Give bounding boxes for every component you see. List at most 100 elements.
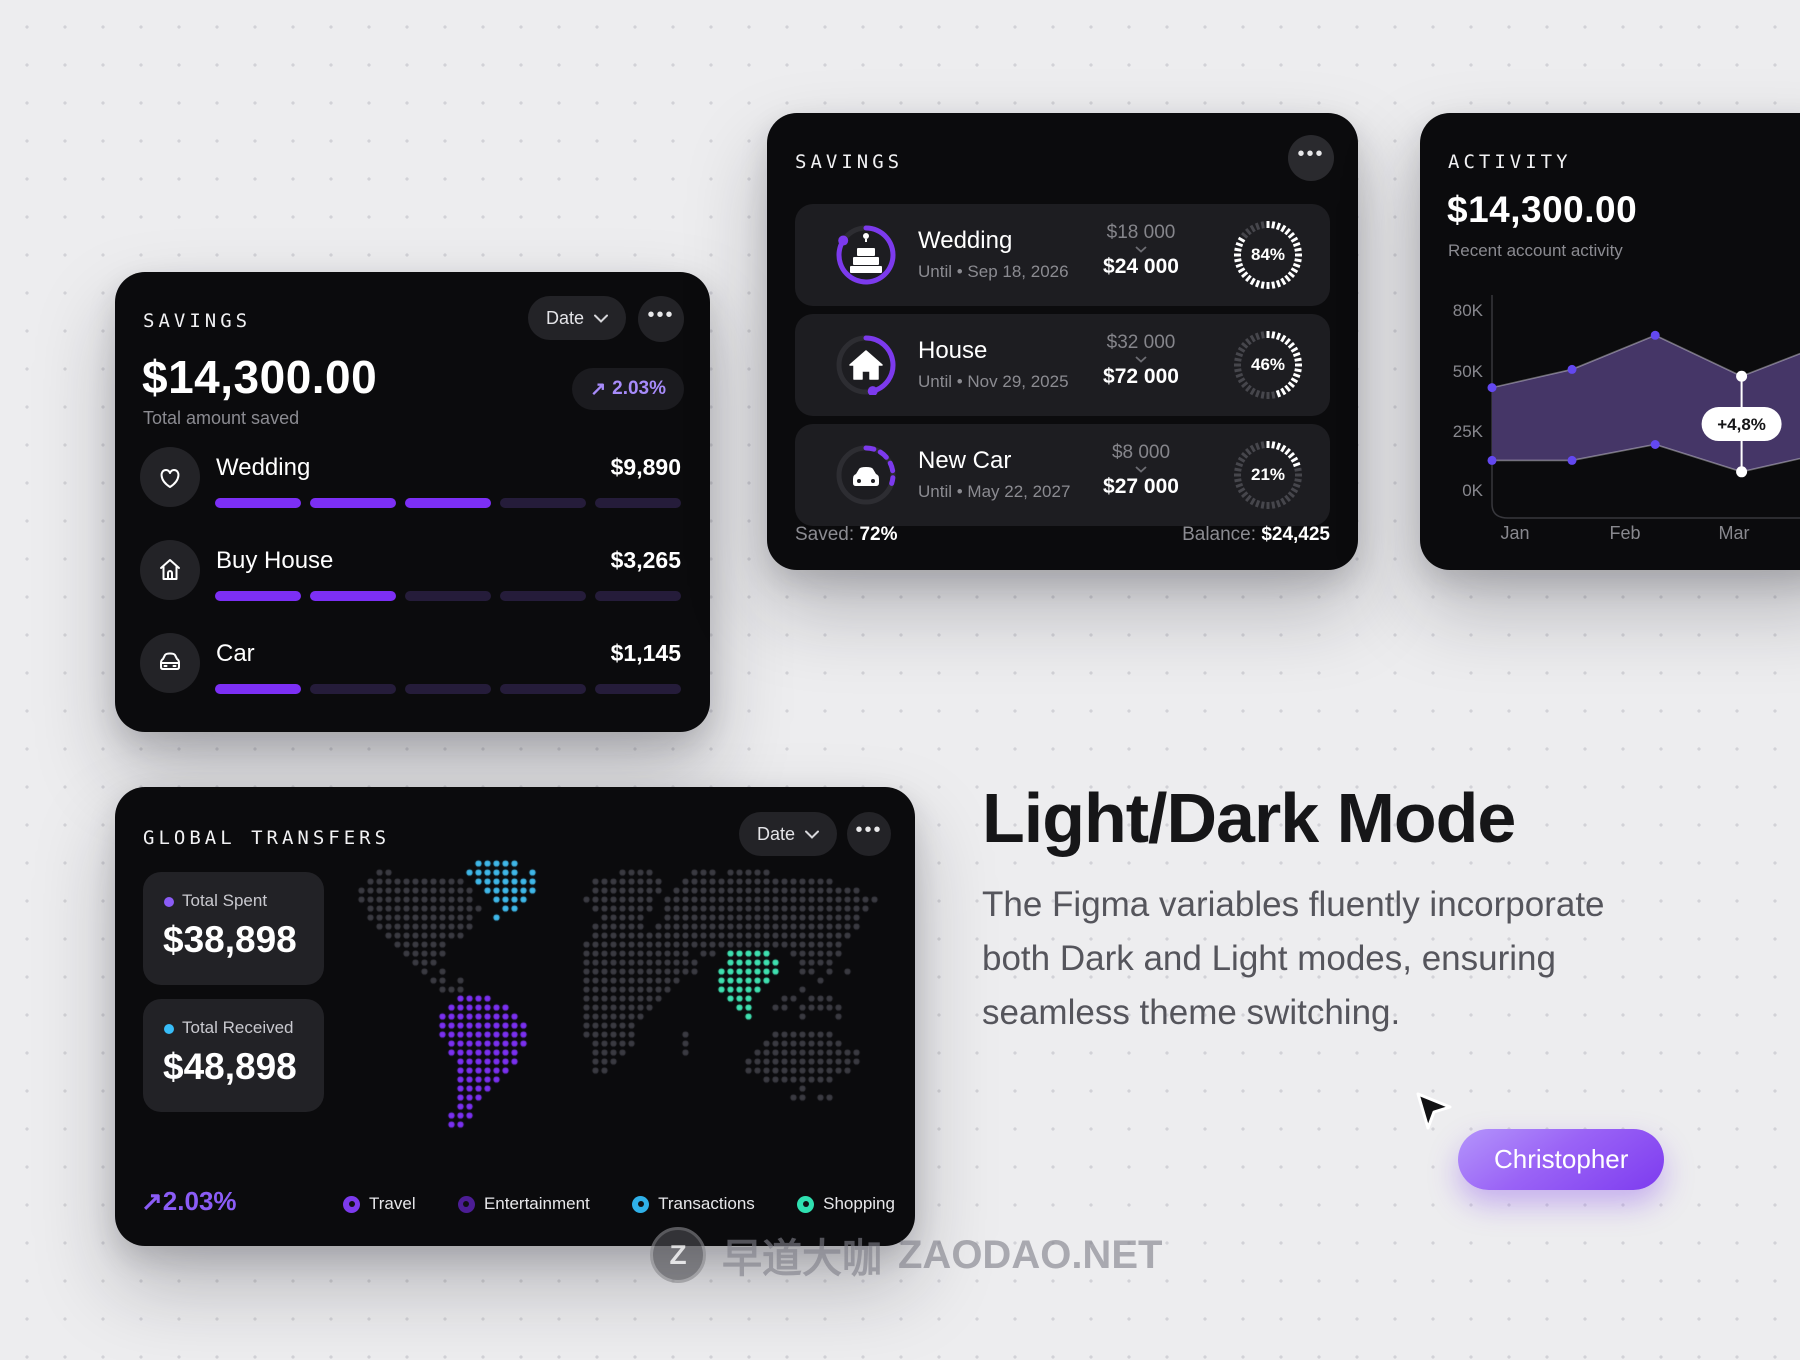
legend-item-travel: Travel bbox=[343, 1194, 416, 1214]
goal-deadline: Until • May 22, 2027 bbox=[918, 482, 1071, 501]
goal-amount: $1,145 bbox=[610, 640, 681, 666]
more-options-button[interactable]: ••• bbox=[847, 812, 891, 856]
goal-label: Wedding bbox=[216, 454, 311, 481]
activity-title: ACTIVITY bbox=[1448, 151, 1572, 173]
goal-amount: $3,265 bbox=[610, 547, 681, 573]
legend-item-shopping: Shopping bbox=[797, 1194, 895, 1214]
goal-progress bbox=[215, 498, 681, 508]
goal-tile[interactable]: House Until • Nov 29, 2025 $32 000 $72 0… bbox=[795, 314, 1330, 416]
collaborator-name-tag[interactable]: Christopher bbox=[1458, 1129, 1665, 1190]
balance-value: $24,425 bbox=[1261, 524, 1330, 545]
change-badge: ↗ 2.03% bbox=[572, 368, 684, 410]
goal-target-amount: $24 000 bbox=[1103, 255, 1179, 278]
svg-text:+4,8%: +4,8% bbox=[1717, 415, 1766, 434]
total-saved-subtitle: Total amount saved bbox=[143, 408, 300, 428]
activity-subtitle: Recent account activity bbox=[1448, 241, 1623, 260]
hero-title: Light/Dark Mode bbox=[982, 779, 1516, 857]
svg-text:Feb: Feb bbox=[1609, 523, 1640, 543]
svg-text:80K: 80K bbox=[1453, 301, 1484, 320]
hero-description: The Figma variables fluently incorporate… bbox=[982, 885, 1605, 1032]
goal-icon-circle bbox=[140, 540, 200, 600]
goal-row[interactable]: Wedding $9,890 bbox=[115, 432, 710, 525]
goal-ring bbox=[836, 335, 896, 395]
goal-label: Car bbox=[216, 640, 255, 667]
collaborator-name: Christopher bbox=[1494, 1144, 1629, 1174]
goal-progress bbox=[215, 684, 681, 694]
savings-goals-card: SAVINGS ••• Wedding Until • Sep 18, 2026… bbox=[767, 113, 1358, 570]
goal-ring bbox=[836, 445, 896, 505]
date-dropdown[interactable]: Date bbox=[738, 812, 837, 856]
goal-row[interactable]: Buy House $3,265 bbox=[115, 525, 710, 618]
goal-current-amount: $18 000 bbox=[1106, 222, 1176, 243]
car-icon bbox=[160, 652, 180, 670]
total-spent-dot bbox=[164, 897, 174, 907]
activity-card: ACTIVITY $14,300.00 Recent account activ… bbox=[1420, 113, 1800, 570]
goal-row[interactable]: Car $1,145 bbox=[115, 618, 710, 711]
goal-tile[interactable]: New Car Until • May 22, 2027 $8 000 $27 … bbox=[795, 424, 1330, 526]
goal-current-amount: $8 000 bbox=[1111, 442, 1171, 463]
transfers-change-value: 2.03% bbox=[162, 1186, 237, 1216]
date-dropdown[interactable]: Date bbox=[527, 296, 626, 340]
global-transfers-card: GLOBAL TRANSFERS Date ••• Total Spent $3… bbox=[115, 787, 915, 1246]
legend-item-entertainment: Entertainment bbox=[457, 1194, 590, 1214]
trend-up-icon: ↗ bbox=[590, 378, 607, 400]
goal-label: New Car bbox=[918, 447, 1012, 474]
date-dropdown-label: Date bbox=[756, 823, 795, 844]
entertainment-dot-icon bbox=[457, 1195, 475, 1213]
more-options-button[interactable]: ••• bbox=[1288, 135, 1334, 181]
goal-icon-circle bbox=[140, 447, 200, 507]
legend-label: Entertainment bbox=[483, 1194, 590, 1213]
savings-goals-title: SAVINGS bbox=[795, 151, 904, 173]
legend-label: Shopping bbox=[823, 1194, 895, 1213]
more-options-button[interactable]: ••• bbox=[638, 296, 684, 342]
goal-ring bbox=[836, 225, 896, 285]
goal-gauge: 84% bbox=[1230, 217, 1306, 293]
balance-label: Balance: bbox=[1182, 524, 1257, 545]
legend-label: Transactions bbox=[658, 1194, 755, 1213]
transactions-dot-icon bbox=[632, 1195, 650, 1213]
total-received-value: $48,898 bbox=[163, 1046, 297, 1087]
total-saved-amount: $14,300.00 bbox=[142, 351, 378, 403]
svg-text:0K: 0K bbox=[1462, 481, 1483, 500]
goal-amount: $9,890 bbox=[610, 454, 681, 480]
watermark: Z 早道大咖 ZAODAO.NET bbox=[650, 1226, 1162, 1284]
total-spent-tile: Total Spent $38,898 bbox=[143, 872, 324, 985]
activity-total: $14,300.00 bbox=[1447, 189, 1638, 230]
goal-deadline: Until • Nov 29, 2025 bbox=[918, 372, 1069, 391]
goal-progress bbox=[215, 591, 681, 601]
savings-card: SAVINGS Date ••• $14,300.00 Total amount… bbox=[115, 272, 710, 732]
chevron-down-icon bbox=[805, 830, 819, 839]
home-icon bbox=[160, 559, 180, 580]
svg-text:25K: 25K bbox=[1453, 422, 1484, 441]
date-dropdown-label: Date bbox=[545, 307, 584, 328]
goal-current-amount: $32 000 bbox=[1106, 332, 1176, 353]
travel-dot-icon bbox=[343, 1195, 360, 1213]
goal-percent: 84% bbox=[1250, 245, 1286, 264]
total-spent-value: $38,898 bbox=[163, 919, 297, 960]
transfers-change: ↗2.03% bbox=[141, 1186, 237, 1217]
legend-label: Travel bbox=[369, 1194, 416, 1213]
goal-icon-circle bbox=[140, 633, 200, 693]
saved-label: Saved: bbox=[795, 524, 855, 545]
goal-tile[interactable]: Wedding Until • Sep 18, 2026 $18 000 $24… bbox=[795, 204, 1330, 306]
chevron-down-icon bbox=[1135, 466, 1147, 473]
goal-deadline: Until • Sep 18, 2026 bbox=[918, 262, 1069, 281]
svg-text:50K: 50K bbox=[1453, 362, 1484, 381]
activity-chart: 80K 50K 25K 0K Jan Feb Mar +4,8% bbox=[1453, 295, 1800, 543]
heart-icon bbox=[160, 469, 180, 488]
chevron-down-icon bbox=[594, 314, 608, 323]
total-received-tile: Total Received $48,898 bbox=[143, 999, 324, 1112]
world-dot-map bbox=[348, 859, 912, 1132]
watermark-text-domain: ZAODAO.NET bbox=[898, 1232, 1163, 1277]
goal-gauge: 46% bbox=[1230, 327, 1306, 403]
legend-item-transactions: Transactions bbox=[632, 1194, 755, 1214]
chevron-down-icon bbox=[1135, 246, 1147, 253]
svg-text:Mar: Mar bbox=[1719, 523, 1750, 543]
total-spent-label: Total Spent bbox=[182, 891, 268, 910]
goal-label: Buy House bbox=[216, 547, 334, 574]
goal-gauge: 21% bbox=[1230, 437, 1306, 513]
savings-card-title: SAVINGS bbox=[143, 310, 252, 332]
goal-label: Wedding bbox=[918, 227, 1013, 254]
shopping-dot-icon bbox=[797, 1195, 815, 1213]
global-transfers-title: GLOBAL TRANSFERS bbox=[143, 827, 391, 849]
